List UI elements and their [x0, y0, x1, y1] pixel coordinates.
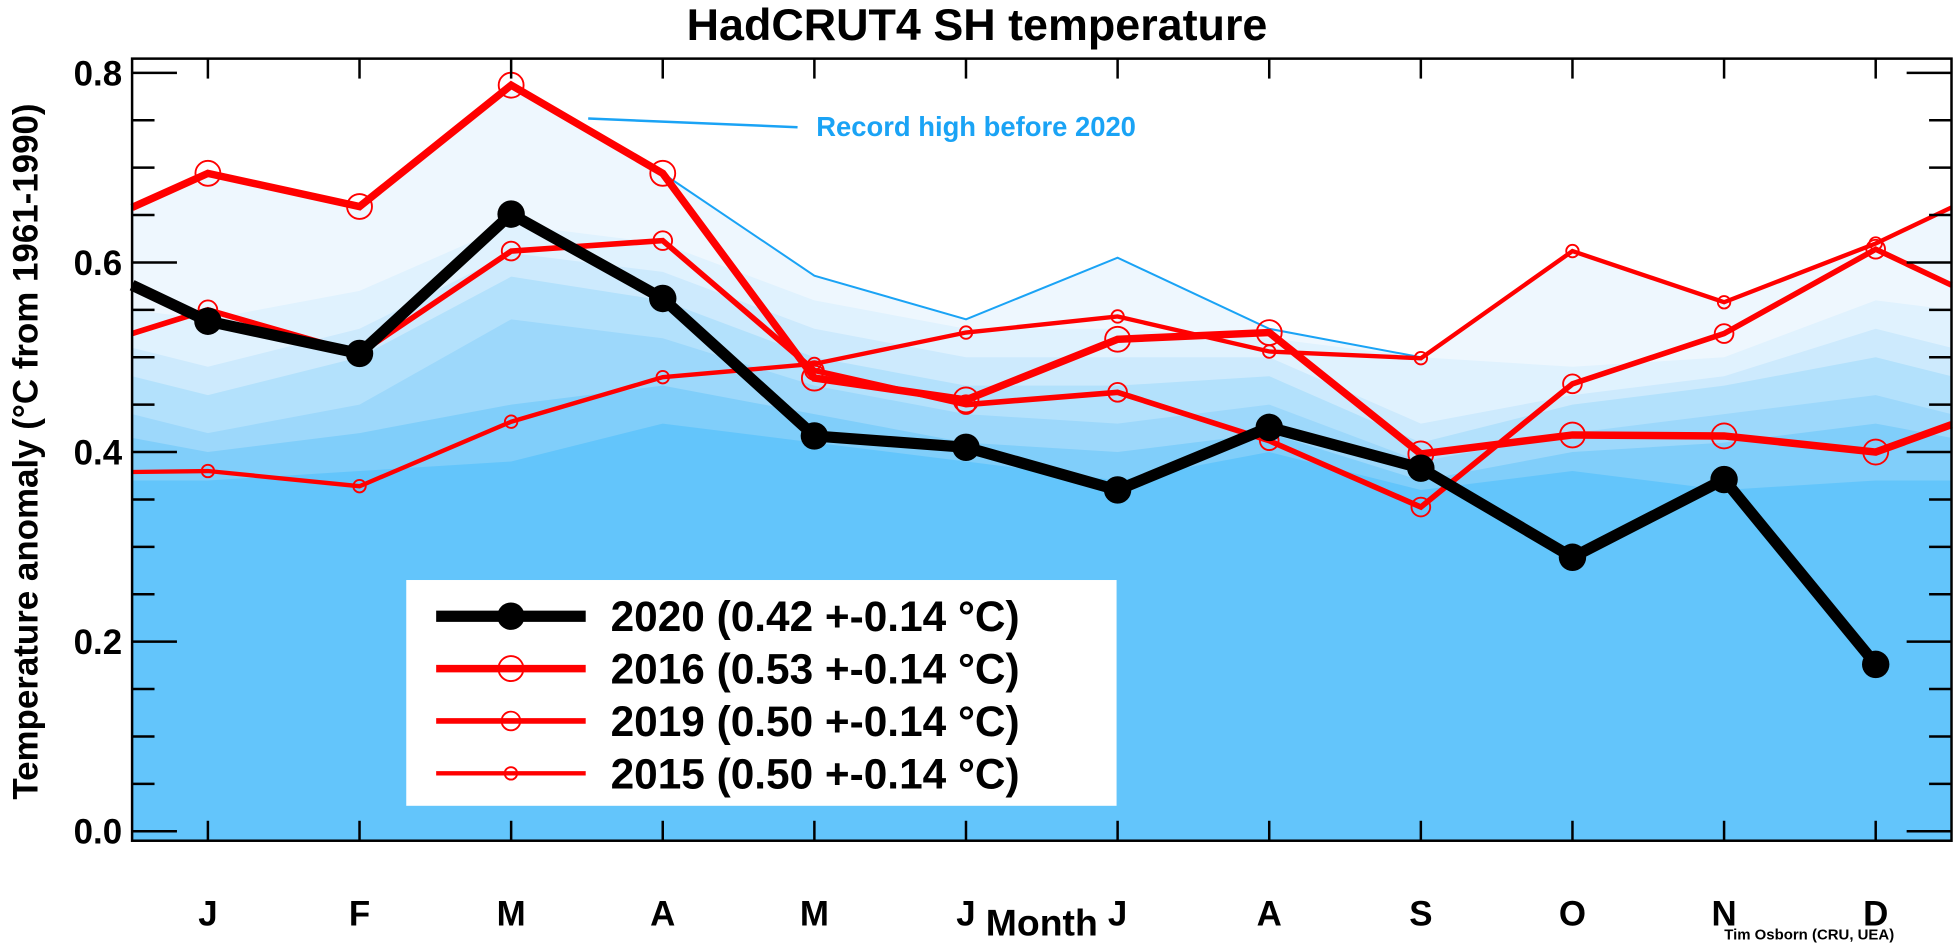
data-point-2015-7: [1110, 309, 1125, 324]
x-tick-label: D: [1863, 895, 1888, 934]
data-point-2020-6: [952, 433, 980, 462]
series-line-2015: [132, 205, 1953, 489]
data-point-2020-11: [1710, 465, 1738, 494]
data-point-2016-8: [1255, 319, 1283, 347]
data-point-2019-6: [955, 394, 977, 415]
data-point-2020-1: [194, 307, 222, 335]
series-line-2016: [130, 80, 1953, 458]
data-point-2020-5: [800, 422, 829, 450]
x-tick-label: F: [349, 895, 370, 934]
x-tick-label: O: [1559, 895, 1586, 934]
y-tick-label: 0.4: [74, 434, 123, 473]
data-point-2016-4: [649, 159, 677, 187]
x-tick-label: S: [1409, 895, 1432, 934]
series-2016: [130, 71, 1953, 468]
legend-marker-2016: [497, 655, 525, 682]
x-tick-label: N: [1711, 895, 1736, 934]
x-tick-label: J: [1108, 895, 1127, 934]
data-point-2019-9: [1410, 496, 1432, 518]
plot-frame: [130, 57, 1953, 842]
legend-label-2016: 2016 (0.53 +-0.14 °C): [611, 646, 1020, 693]
x-axis-label: Month: [986, 902, 1098, 944]
data-point-2016-10: [1559, 421, 1586, 449]
data-point-2016-11: [1710, 422, 1738, 450]
legend-label-2015: 2015 (0.50 +-0.14 °C): [611, 750, 1020, 797]
data-point-2015-1: [200, 463, 216, 479]
y-tick-label: 0.8: [74, 54, 122, 93]
data-point-2020-7: [1103, 476, 1132, 504]
x-tick-label: J: [198, 895, 217, 934]
data-point-2015-9: [1413, 351, 1429, 366]
data-point-2020-12: [1861, 650, 1890, 679]
data-point-2020-4: [649, 284, 677, 313]
legend-marker-2020: [497, 602, 525, 630]
y-axis-label: Temperature anomaly (°C from 1961-1990): [6, 103, 45, 799]
legend: 2020 (0.42 +-0.14 °C) 2016 (0.53 +-0.14 °…: [406, 580, 1117, 806]
legend-marker-2015: [503, 766, 519, 781]
chart-title: HadCRUT4 SH temperature: [687, 0, 1268, 50]
data-point-2015-10: [1565, 243, 1580, 259]
data-point-2019-3: [500, 240, 522, 262]
data-point-2019-7: [1107, 382, 1128, 403]
x-tick-label: J: [956, 895, 975, 934]
legend-marker-2019: [500, 710, 522, 732]
x-tick-label: A: [650, 895, 675, 934]
data-point-2020-10: [1558, 543, 1587, 571]
series-2020: [129, 200, 1890, 679]
record-annotation-label: Record high before 2020: [816, 111, 1136, 142]
record-annotation-pointer: [588, 117, 798, 129]
data-point-2020-9: [1407, 454, 1435, 482]
data-point-2015-6: [958, 325, 974, 340]
data-point-2015-3: [503, 414, 519, 429]
legend-label-2019: 2019 (0.50 +-0.14 °C): [611, 698, 1020, 745]
data-point-2016-5: [800, 364, 828, 392]
x-tick-label: A: [1257, 895, 1282, 934]
series-2015: [132, 205, 1953, 494]
data-point-2016-12: [1862, 438, 1890, 466]
legend-label-2020: 2020 (0.42 +-0.14 °C): [611, 593, 1020, 640]
data-point-2015-4: [655, 369, 670, 385]
data-point-2019-4: [652, 230, 674, 251]
x-tick-label: M: [497, 895, 526, 934]
data-point-2016-7: [1104, 325, 1132, 353]
series-lines: [129, 71, 1953, 679]
data-point-2015-11: [1716, 295, 1732, 310]
data-point-2015-2: [352, 479, 367, 494]
data-point-2020-3: [497, 200, 525, 228]
x-tick-label: M: [800, 895, 829, 934]
y-tick-label: 0.6: [74, 244, 122, 283]
data-point-2016-2: [346, 193, 373, 220]
data-point-2020-8: [1255, 413, 1283, 442]
data-point-2019-11: [1713, 323, 1735, 344]
credit: Tim Osborn (CRU, UEA): [1724, 926, 1894, 943]
data-point-2019-12: [1865, 238, 1886, 260]
y-tick-label: 0.2: [74, 623, 122, 662]
data-point-2016-1: [194, 159, 222, 187]
data-point-2019-10: [1562, 373, 1583, 395]
axes: 0.0 0.2 0.4 0.6 0.8 J F M A M J J A S O N D: [74, 54, 1952, 934]
y-tick-label: 0.0: [74, 813, 122, 852]
data-point-2016-6: [952, 386, 980, 414]
data-point-2020-2: [345, 339, 374, 368]
